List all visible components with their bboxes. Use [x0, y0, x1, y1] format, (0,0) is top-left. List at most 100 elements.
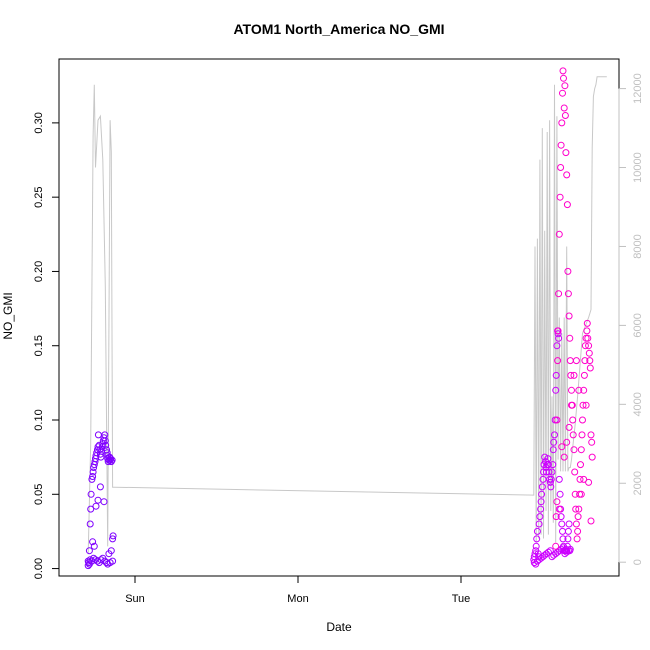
- data-point: [536, 513, 544, 521]
- data-point: [556, 490, 564, 498]
- data-point: [562, 149, 570, 157]
- data-point: [548, 468, 556, 476]
- data-point: [559, 535, 567, 543]
- data-point: [94, 496, 102, 504]
- data-point: [556, 193, 564, 201]
- data-point: [555, 290, 563, 298]
- data-point: [560, 453, 568, 461]
- data-point: [572, 357, 580, 365]
- data-point: [84, 562, 92, 570]
- data-point: [574, 527, 582, 535]
- data-point: [585, 349, 593, 357]
- data-point: [86, 556, 94, 564]
- data-point: [554, 330, 562, 338]
- data-point: [567, 371, 575, 379]
- data-point: [96, 483, 104, 491]
- data-point: [565, 520, 573, 528]
- data-point: [554, 327, 562, 335]
- data-point: [564, 267, 572, 275]
- data-point: [559, 527, 566, 535]
- data-point: [544, 461, 552, 469]
- data-point: [560, 104, 568, 112]
- x-axis-label: Date: [326, 620, 352, 634]
- altitude-line: [87, 76, 607, 555]
- data-point: [552, 386, 560, 394]
- data-point: [109, 532, 117, 540]
- data-point: [89, 473, 97, 480]
- data-point: [568, 386, 575, 394]
- data-point: [533, 527, 541, 535]
- data-point: [569, 431, 577, 439]
- data-point: [564, 290, 572, 298]
- y-tick-label: 0.00: [33, 558, 45, 579]
- data-point: [552, 513, 560, 521]
- y-axis-label: NO_GMI: [1, 292, 15, 339]
- data-point: [86, 520, 94, 528]
- y2-tick-label: 0: [632, 559, 644, 565]
- data-point: [558, 119, 566, 127]
- data-point: [578, 431, 586, 439]
- data-point: [577, 490, 585, 498]
- y2-tick-label: 6000: [632, 313, 644, 337]
- data-point: [585, 478, 593, 486]
- data-point: [563, 171, 571, 179]
- data-point: [582, 401, 590, 409]
- data-point: [109, 535, 117, 543]
- data-point: [553, 498, 561, 506]
- data-point: [537, 498, 545, 506]
- chart-title: ATOM1 North_America NO_GMI: [233, 21, 444, 37]
- data-point: [537, 505, 545, 513]
- data-point: [539, 475, 547, 483]
- data-point: [569, 416, 577, 424]
- y2-tick-label: 10000: [632, 152, 644, 183]
- data-point: [555, 505, 563, 513]
- data-point: [85, 547, 93, 555]
- data-point: [566, 357, 574, 365]
- data-point: [571, 468, 579, 476]
- data-point: [580, 475, 588, 483]
- data-point: [555, 334, 563, 342]
- data-point: [107, 547, 115, 555]
- data-point: [575, 505, 583, 513]
- data-point: [557, 141, 565, 149]
- data-point: [586, 364, 594, 372]
- data-point: [552, 542, 560, 550]
- data-point: [87, 505, 95, 513]
- data-point: [564, 547, 572, 555]
- data-point: [576, 475, 584, 483]
- data-point: [580, 371, 588, 379]
- data-point: [107, 455, 115, 463]
- data-point: [577, 461, 584, 469]
- y-tick-label: 0.10: [33, 409, 45, 430]
- data-point: [87, 490, 95, 498]
- data-point: [561, 112, 569, 119]
- data-point: [92, 502, 100, 510]
- data-point: [584, 334, 592, 342]
- data-point: [94, 557, 101, 565]
- y-tick-label: 0.30: [33, 112, 45, 133]
- data-point: [544, 548, 552, 556]
- data-point: [102, 441, 110, 449]
- data-point: [561, 547, 569, 555]
- data-point: [555, 475, 563, 483]
- y-tick-label: 0.25: [33, 186, 45, 207]
- data-point: [575, 386, 583, 394]
- data-point: [581, 342, 589, 350]
- data-point: [580, 386, 588, 394]
- data-point: [588, 438, 596, 446]
- data-point: [549, 461, 557, 469]
- data-point: [535, 520, 543, 528]
- data-point: [563, 548, 571, 556]
- y-tick-label: 0.15: [33, 335, 45, 356]
- data-point: [565, 312, 573, 320]
- data-point: [108, 456, 116, 464]
- data-point: [583, 327, 591, 335]
- data-point: [538, 483, 546, 491]
- data-point: [550, 438, 558, 446]
- data-point: [568, 401, 575, 409]
- data-point: [100, 498, 108, 506]
- data-point: [557, 513, 565, 521]
- x-tick-label: Sun: [125, 593, 145, 605]
- data-point: [89, 538, 97, 546]
- plot-layer: [84, 67, 607, 570]
